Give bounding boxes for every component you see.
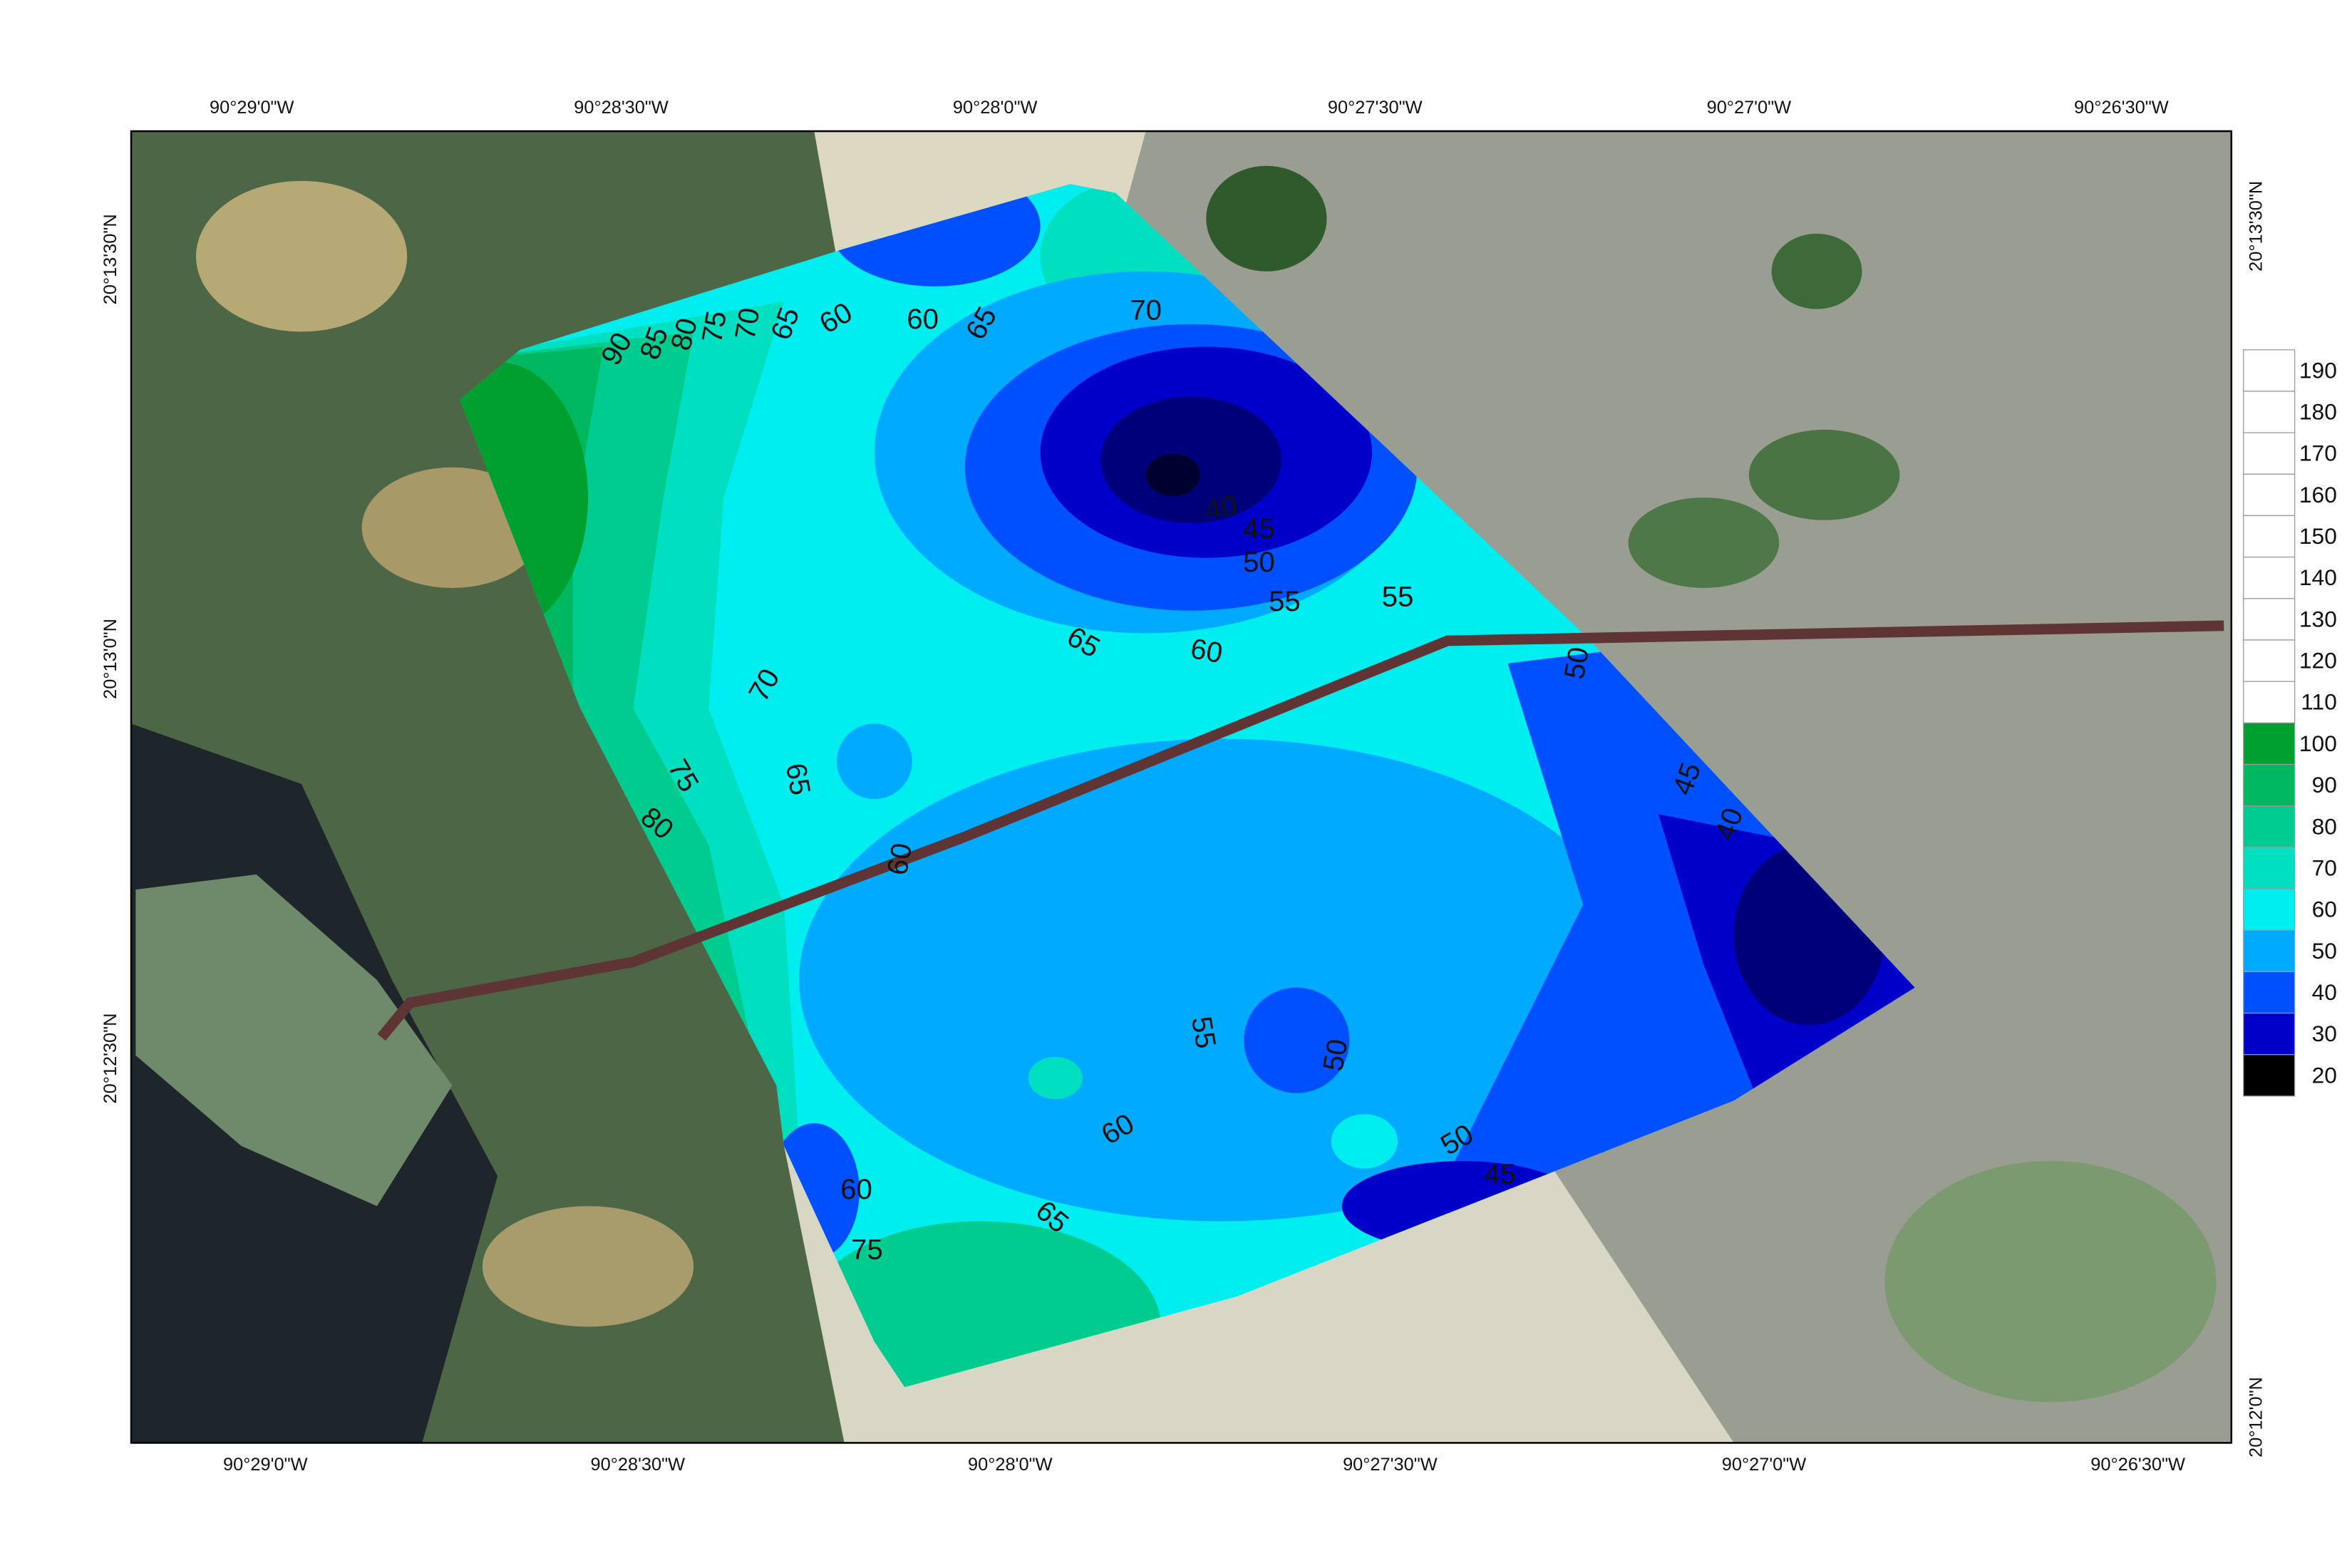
colorbar-label: 140 bbox=[2299, 564, 2337, 590]
colorbar-swatch bbox=[2243, 432, 2296, 475]
contour-label: 70 bbox=[728, 305, 765, 342]
contour-label: 45 bbox=[1243, 512, 1275, 545]
contour-label: 60 bbox=[1188, 632, 1225, 669]
colorbar-swatch bbox=[2243, 929, 2296, 972]
longitude-label: 90°27'30"W bbox=[1343, 1455, 1438, 1475]
longitude-label: 90°28'30"W bbox=[574, 98, 669, 118]
colorbar-label: 110 bbox=[2301, 689, 2337, 715]
contour-label: 55 bbox=[1269, 585, 1301, 617]
contour-label: 40 bbox=[1202, 489, 1239, 526]
colorbar-swatch bbox=[2243, 1012, 2296, 1056]
colorbar-swatch bbox=[2243, 349, 2296, 392]
latitude-label: 20°12'0"N bbox=[2246, 1377, 2266, 1458]
colorbar-swatch bbox=[2243, 971, 2296, 1014]
colorbar-label: 60 bbox=[2312, 897, 2337, 922]
colorbar-label: 130 bbox=[2299, 606, 2337, 631]
contour-label: 50 bbox=[1558, 644, 1595, 681]
colorbar-swatch bbox=[2243, 722, 2296, 765]
colorbar-swatch bbox=[2243, 598, 2296, 641]
colorbar-swatch bbox=[2243, 888, 2296, 931]
longitude-label: 90°28'0"W bbox=[968, 1455, 1053, 1475]
colorbar-swatch bbox=[2243, 681, 2296, 723]
contour-label: 75 bbox=[696, 309, 733, 346]
colorbar-swatch bbox=[2243, 763, 2296, 807]
contour-label: 45 bbox=[1484, 1158, 1516, 1190]
colorbar-label: 20 bbox=[2312, 1062, 2337, 1088]
colorbar-label: 50 bbox=[2312, 938, 2337, 964]
colorbar-label: 160 bbox=[2299, 482, 2337, 507]
longitude-label: 90°28'30"W bbox=[590, 1455, 685, 1475]
contour-label: 75 bbox=[851, 1233, 883, 1265]
colorbar-swatch bbox=[2243, 1054, 2296, 1097]
colorbar-label: 190 bbox=[2299, 357, 2337, 383]
colorbar-swatch bbox=[2243, 391, 2296, 433]
longitude-label: 90°26'30"W bbox=[2074, 98, 2169, 118]
colorbar-swatch bbox=[2243, 473, 2296, 517]
colorbar-label: 90 bbox=[2312, 772, 2337, 798]
longitude-label: 90°29'0"W bbox=[210, 98, 294, 118]
contour-label: 70 bbox=[1130, 294, 1162, 326]
contour-label: 55 bbox=[1382, 580, 1414, 612]
contour-label: 65 bbox=[780, 760, 817, 798]
colorbar-label: 30 bbox=[2312, 1021, 2337, 1046]
survey-line bbox=[377, 620, 2224, 1041]
colorbar-swatch bbox=[2243, 515, 2296, 558]
contour-label: 60 bbox=[881, 840, 918, 877]
colorbar-label: 180 bbox=[2299, 399, 2337, 425]
colorbar-label: 170 bbox=[2299, 440, 2337, 466]
latitude-label: 20°13'30"N bbox=[2246, 181, 2266, 272]
contour-label: 55 bbox=[1185, 1014, 1222, 1051]
colorbar-label: 70 bbox=[2312, 855, 2337, 880]
latitude-label: 20°12'30"N bbox=[100, 1013, 120, 1104]
longitude-label: 90°26'30"W bbox=[2090, 1455, 2185, 1475]
colorbar-swatch bbox=[2243, 557, 2296, 599]
contour-label: 50 bbox=[1316, 1036, 1353, 1073]
latitude-label: 20°13'30"N bbox=[100, 214, 120, 304]
contour-label: 60 bbox=[840, 1173, 872, 1205]
colorbar-label: 100 bbox=[2299, 731, 2337, 756]
colorbar-label: 80 bbox=[2312, 813, 2337, 839]
colorbar-label: 40 bbox=[2312, 979, 2337, 1005]
colorbar-swatch bbox=[2243, 639, 2296, 682]
latitude-label: 20°13'0"N bbox=[100, 619, 120, 699]
contour-label: 80 bbox=[664, 314, 703, 354]
colorbar-label: 150 bbox=[2299, 523, 2337, 549]
longitude-label: 90°27'0"W bbox=[1722, 1455, 1807, 1475]
longitude-label: 90°28'0"W bbox=[953, 98, 1038, 118]
longitude-label: 90°27'0"W bbox=[1707, 98, 1792, 118]
colorbar-swatch bbox=[2243, 805, 2296, 848]
contour-label: 60 bbox=[907, 303, 939, 335]
contour-label: 50 bbox=[1243, 546, 1275, 578]
longitude-label: 90°27'30"W bbox=[1328, 98, 1423, 118]
colorbar-label: 120 bbox=[2299, 648, 2337, 674]
longitude-label: 90°29'0"W bbox=[223, 1455, 308, 1475]
colorbar-swatch bbox=[2243, 847, 2296, 889]
map-frame bbox=[130, 130, 2233, 1444]
